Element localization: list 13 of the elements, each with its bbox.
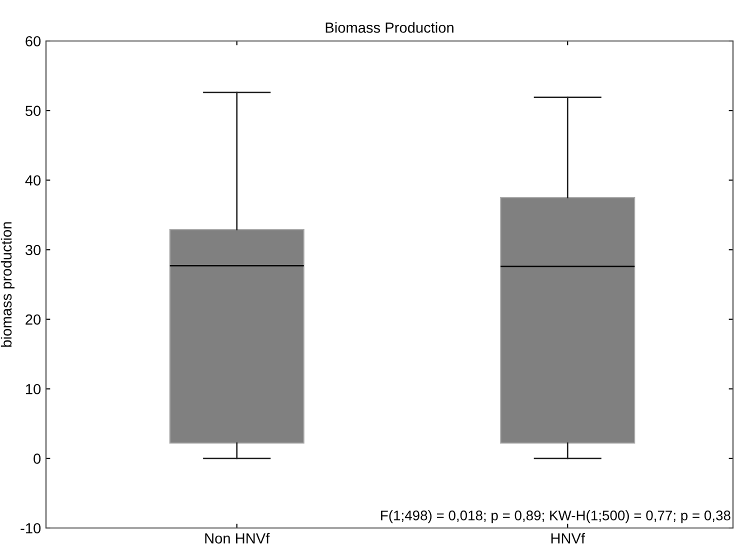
y-axis-title: biomass production (0, 222, 15, 347)
x-tick-label: HNVf (551, 532, 586, 544)
x-tick-label: Non HNVf (205, 532, 270, 544)
y-tick-label: 20 (26, 314, 41, 325)
y-tick-label: 10 (26, 384, 41, 394)
y-tick-label: 40 (25, 175, 41, 186)
chart-title: Biomass Production (326, 22, 454, 33)
y-tick-label: -10 (20, 523, 41, 534)
y-tick-label: 0 (34, 454, 41, 464)
annotation: F(1;498) = 0,018; p = 0,89; KW-H(1;500) = 0,77; p = 0,38 (381, 510, 730, 524)
y-tick-label: 50 (26, 106, 41, 116)
y-tick-label: 30 (25, 244, 41, 256)
y-tick-label: 60 (26, 36, 41, 46)
